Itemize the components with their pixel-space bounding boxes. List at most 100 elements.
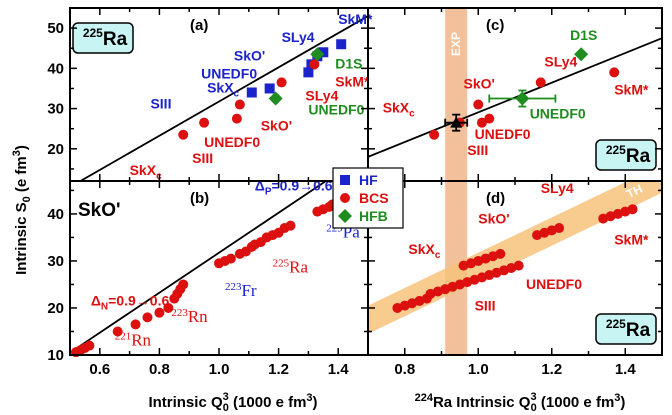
data-point-hf xyxy=(264,83,275,94)
legend: HF BCS HFB xyxy=(332,167,404,229)
data-point-bcs xyxy=(285,220,296,231)
data-point-bcs xyxy=(178,279,189,290)
y-tick-label: 50 xyxy=(47,20,64,37)
x-axis-title-right: 224Ra Intrinsic Q3 0 (1000 e fm3) xyxy=(415,391,626,414)
data-point-bcs xyxy=(627,204,638,215)
data-point-bcs xyxy=(178,129,189,140)
data-point-hfb xyxy=(515,91,530,106)
data-point-bcs xyxy=(130,319,141,330)
y-tick-label: 30 xyxy=(47,101,64,118)
data-point-bcs xyxy=(163,302,174,313)
annotation-label: SkXc xyxy=(383,100,415,120)
data-point-bcs xyxy=(234,99,245,110)
data-point-hfb xyxy=(574,47,589,62)
data-point-bcs xyxy=(484,113,495,124)
x-tick-label: 1.4 xyxy=(615,361,637,378)
nucleus-box xyxy=(72,22,134,54)
data-point-hf xyxy=(303,67,314,78)
annotation-label: 221Rn xyxy=(115,331,152,350)
x-tick-label: 0.6 xyxy=(89,361,110,378)
annotation-label: SIII xyxy=(467,142,488,158)
annotation-label: SkO' xyxy=(464,75,495,91)
legend-marker-bcs xyxy=(340,193,350,203)
data-point-hf xyxy=(336,39,347,50)
annotation-label: UNEDF0 xyxy=(475,126,531,142)
annotation-label: ΔN=0.9→0.6 xyxy=(91,293,170,313)
annotation-label: SkM* xyxy=(614,231,649,247)
x-tick-label: 1.2 xyxy=(541,361,562,378)
panel-label: (b) xyxy=(190,190,209,207)
nucleus-label: 225Ra xyxy=(83,26,128,50)
nucleus-box-label: 225Ra xyxy=(595,139,657,171)
x-axis-title-left: Intrinsic Q3 0 (1000 e fm3) xyxy=(148,391,317,414)
annotation-label: UNEDF0 xyxy=(526,276,582,292)
legend-label: HFB xyxy=(359,208,388,224)
annotation-label: 225Ra xyxy=(273,258,309,277)
data-point-bcs xyxy=(609,67,620,78)
annotation-label: UNEDF0 xyxy=(308,102,364,118)
annotation-label: SLy4 xyxy=(544,53,577,69)
y-tick-label: 40 xyxy=(47,60,64,77)
annotation-label: UNEDF0 xyxy=(530,106,586,122)
x-tick-label: 1.4 xyxy=(328,361,350,378)
annotation-label: SLy4 xyxy=(282,29,315,45)
legend-label: HF xyxy=(359,172,378,188)
annotation-label: SIII xyxy=(150,96,171,112)
data-point-bcs xyxy=(84,340,95,351)
data-point-bcs xyxy=(225,253,236,264)
x-tick-label: 0.8 xyxy=(394,361,415,378)
nucleus-label: 225Ra xyxy=(606,143,651,167)
data-point-bcs xyxy=(142,312,153,323)
data-point-hf xyxy=(318,47,329,58)
annotation-label: SIII xyxy=(475,297,496,313)
panel-label: (c) xyxy=(486,17,504,34)
annotation-label: SkM* xyxy=(338,11,373,27)
annotation-label: SkXc xyxy=(408,241,440,261)
x-tick-label: 1.0 xyxy=(468,361,489,378)
data-point-bcs xyxy=(473,99,484,110)
annotation-label: SkM* xyxy=(614,82,649,98)
y-tick-label: 20 xyxy=(47,141,64,158)
fit-lines-layer xyxy=(70,15,662,354)
annotation-label: SkO' xyxy=(261,118,292,134)
annotation-label: SkXc xyxy=(130,162,162,182)
fit-line xyxy=(78,15,368,181)
annotation-label: UNEDF0 xyxy=(204,134,260,150)
annotation-label: UNEDF0 xyxy=(201,65,257,81)
data-point-hf xyxy=(246,87,257,98)
x-tick-label: 0.8 xyxy=(149,361,170,378)
y-tick-label: 30 xyxy=(47,253,64,270)
annotation-label: 223Fr xyxy=(225,281,257,300)
panel-label: (d) xyxy=(486,190,505,207)
nucleus-box-label: 225Ra xyxy=(72,22,134,54)
data-point-bcs xyxy=(535,77,546,88)
data-point-hfb xyxy=(310,47,325,62)
annotation-label: SkXc xyxy=(207,79,239,99)
data-point-hfb xyxy=(268,91,283,106)
data-point-bcs xyxy=(495,248,506,259)
annotations-layer: SkM*SLy4SkO'UNEDF0SkXcSIIID1SSkM*SLy4UNE… xyxy=(72,11,657,350)
data-point-exp xyxy=(450,116,463,128)
data-point-bcs xyxy=(309,59,320,70)
annotation-label: 223Rn xyxy=(171,307,208,326)
data-point-bcs xyxy=(513,260,524,271)
data-point-bcs xyxy=(231,113,242,124)
annotation-label: SLy4 xyxy=(541,180,574,196)
panel-label: (a) xyxy=(190,17,208,34)
nucleus-box xyxy=(595,139,657,171)
x-tick-label: 1.0 xyxy=(209,361,230,378)
annotation-label: SLy4 xyxy=(305,88,338,104)
data-point-bcs xyxy=(154,307,165,318)
th-band-label: TH xyxy=(624,182,644,202)
frames-layer: 20 30 40 50 10 20 30 40 0.6 0.8 1.0 1.2 1.4 0.8 1.0 1.2… xyxy=(47,7,663,378)
exp-band xyxy=(445,8,468,181)
y-tick-label: 10 xyxy=(47,347,64,364)
legend-marker-hfb xyxy=(338,209,352,223)
annotation-label: D1S xyxy=(570,27,597,43)
data-point-bcs xyxy=(199,117,210,128)
annotation-label: SkM* xyxy=(335,73,370,89)
exp-band-label: EXP xyxy=(449,32,463,56)
panel-title: SkO' xyxy=(78,200,121,221)
y-tick-label: 40 xyxy=(47,206,64,223)
fit-line xyxy=(368,37,662,158)
